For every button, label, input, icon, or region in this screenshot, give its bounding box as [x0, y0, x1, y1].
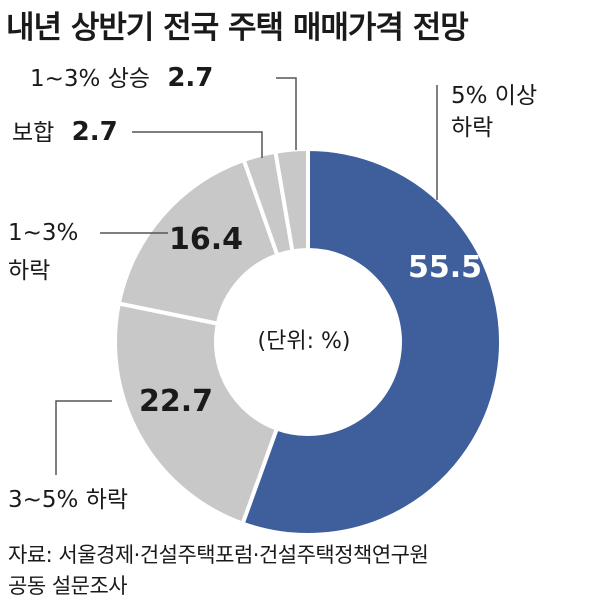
leader-line-slice-4: [276, 77, 297, 150]
slice-0-label-line1: 5% 이상: [451, 83, 537, 109]
donut-slice-1: [113, 301, 279, 526]
slice-1-value: 22.7: [139, 384, 213, 419]
source-note: 자료: 서울경제·건설주택포럼·건설주택정책연구원 공동 설문조사: [8, 540, 429, 602]
slice-0-label-line2: 하락: [451, 115, 493, 141]
slice-4-label-row: 1~3% 상승 2.7: [30, 63, 213, 93]
slice-0-label: 5% 이상 하락: [451, 83, 544, 141]
slice-4-label: 1~3% 상승: [30, 66, 150, 92]
slice-4-value: 2.7: [167, 63, 213, 93]
slice-3-value: 2.7: [72, 117, 118, 147]
source-line-1: 자료: 서울경제·건설주택포럼·건설주택정책연구원: [8, 543, 429, 567]
slice-2-label-line2: 하락: [8, 258, 50, 284]
chart-title: 내년 상반기 전국 주택 매매가격 전망: [6, 10, 469, 46]
donut-slices: [113, 147, 503, 537]
leader-line-slice-1: [55, 400, 112, 475]
donut-slice-2: [116, 158, 280, 326]
slice-2-label: 1~3% 하락: [8, 220, 86, 284]
slice-1-label: 3~5% 하락: [8, 487, 128, 513]
donut-slice-0: [240, 147, 503, 537]
unit-label: (단위: %): [258, 329, 351, 354]
slice-0-value: 55.5: [408, 250, 482, 285]
slice-2-value: 16.4: [169, 222, 243, 257]
donut-chart: (단위: %) 5% 이상 하락 55.5 1~3% 상승 2.7 보합 2.7…: [8, 63, 544, 537]
slice-3-label-row: 보합 2.7: [12, 117, 118, 147]
leader-line-slice-3: [132, 131, 263, 158]
slice-3-label: 보합: [12, 120, 54, 146]
slice-2-label-line1: 1~3%: [8, 220, 78, 246]
donut-slice-4: [273, 147, 310, 254]
source-line-2: 공동 설문조사: [8, 574, 128, 598]
